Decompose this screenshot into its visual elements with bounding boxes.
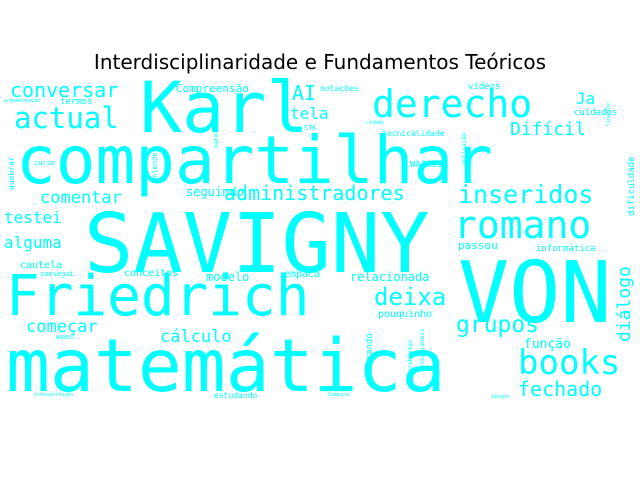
cloud-word: informática xyxy=(536,244,596,254)
cloud-word: curso xyxy=(34,159,55,167)
cloud-word: modelo xyxy=(206,270,249,284)
cloud-word: Karl xyxy=(140,67,309,149)
cloud-word: cautela xyxy=(20,260,62,271)
cloud-word: pouquinho xyxy=(378,309,432,320)
cloud-word: tela xyxy=(290,104,329,123)
cloud-word: AI xyxy=(292,81,316,105)
cloud-word: WA0003 xyxy=(410,160,443,170)
cloud-word: cidade xyxy=(366,120,384,126)
cloud-word: estudando xyxy=(214,391,258,400)
cloud-word: matemática xyxy=(6,324,446,409)
cloud-word: conversar xyxy=(10,78,118,102)
cloud-word: books xyxy=(518,343,620,383)
cloud-word: aplicação xyxy=(461,132,468,165)
cloud-word: sensacionais xyxy=(419,328,426,372)
cloud-word: relacionada xyxy=(350,270,429,284)
cloud-word: vídeos xyxy=(468,82,501,92)
cloud-word: argumentação xyxy=(4,98,40,104)
cloud-word: conceitos xyxy=(124,268,178,279)
cloud-word: linkedin xyxy=(606,102,612,126)
cloud-word: dificuldade xyxy=(627,156,637,216)
cloud-word: romano xyxy=(454,203,591,247)
cloud-word: cálculo xyxy=(160,327,232,347)
cloud-word: Difícil xyxy=(510,119,586,140)
cloud-word: Friedrich xyxy=(6,264,309,329)
cloud-word: cuidados xyxy=(574,108,617,118)
cloud-word: Google xyxy=(492,394,510,400)
cloud-word: deixa xyxy=(374,283,446,311)
cloud-word: compartilhar xyxy=(16,122,493,199)
cloud-word: termos xyxy=(60,97,93,107)
cloud-word: Compara xyxy=(328,392,349,398)
cloud-word: comentar xyxy=(40,188,122,208)
cloud-word: Compreensão xyxy=(176,82,249,95)
cloud-word: derecho xyxy=(372,82,532,126)
cloud-word: função xyxy=(524,337,571,352)
chart-title: Interdisciplinaridade e Fundamentos Teór… xyxy=(93,50,547,74)
cloud-word: tecnicalidade xyxy=(382,129,445,138)
cloud-word: actual xyxy=(14,101,119,135)
cloud-word: notações xyxy=(320,84,359,93)
cloud-word: problemas xyxy=(407,339,414,372)
cloud-word: grupos xyxy=(456,312,539,338)
cloud-word: fechado xyxy=(518,377,602,401)
cloud-word: começar xyxy=(26,317,98,337)
cloud-word: STK xyxy=(304,124,317,132)
cloud-word: passou xyxy=(458,239,498,252)
cloud-word: SAVIGNY xyxy=(84,197,430,292)
cloud-word: interpretação xyxy=(34,392,73,398)
cloud-word: testei xyxy=(4,208,62,227)
cloud-word: matemáticos xyxy=(213,108,220,148)
cloud-word: entender xyxy=(151,148,159,182)
cloud-word: seguindo xyxy=(186,185,244,199)
cloud-word: alguma xyxy=(4,233,62,252)
cloud-word: empaca xyxy=(284,269,320,280)
cloud-word: quebrar xyxy=(7,156,16,190)
cloud-word: VON xyxy=(458,244,612,343)
cloud-word: administradores xyxy=(224,181,405,205)
cloud-word: inseridos xyxy=(458,180,593,209)
cloud-word: consegui xyxy=(40,270,74,278)
cloud-word: Ja xyxy=(576,89,595,108)
cloud-word: quebrando xyxy=(365,333,375,382)
cloud-word: diálogo xyxy=(614,266,635,342)
cloud-word: WA0002 xyxy=(56,335,74,341)
